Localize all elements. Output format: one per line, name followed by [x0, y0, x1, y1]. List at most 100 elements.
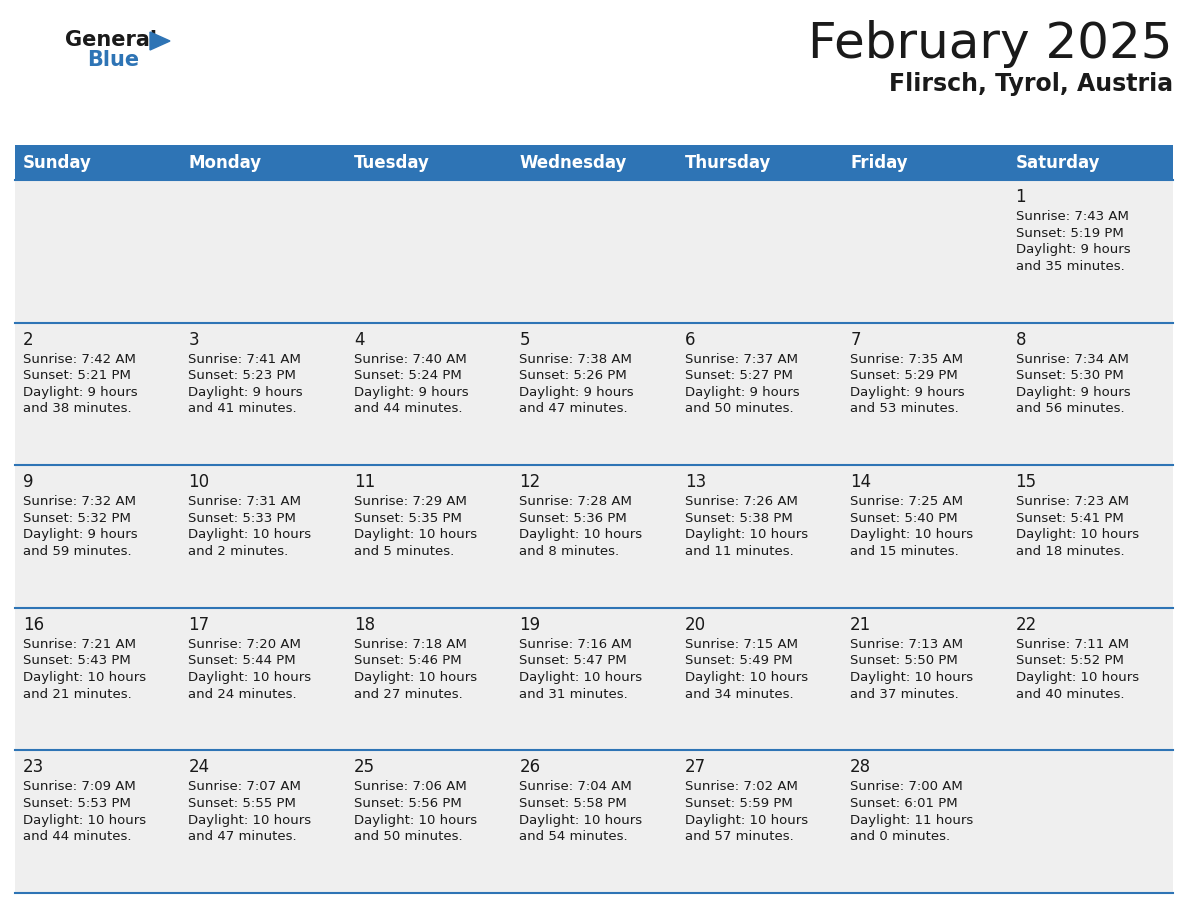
Text: February 2025: February 2025 — [809, 20, 1173, 68]
Bar — [346, 465, 511, 608]
Text: Sunrise: 7:35 AM: Sunrise: 7:35 AM — [851, 353, 963, 365]
Text: Daylight: 9 hours: Daylight: 9 hours — [354, 386, 468, 398]
Text: Sunrise: 7:41 AM: Sunrise: 7:41 AM — [189, 353, 302, 365]
Text: Daylight: 10 hours: Daylight: 10 hours — [519, 813, 643, 826]
Text: Daylight: 10 hours: Daylight: 10 hours — [23, 813, 146, 826]
Text: Daylight: 10 hours: Daylight: 10 hours — [354, 529, 478, 542]
Text: 9: 9 — [23, 473, 33, 491]
Text: Daylight: 10 hours: Daylight: 10 hours — [189, 529, 311, 542]
Text: Daylight: 10 hours: Daylight: 10 hours — [684, 671, 808, 684]
Bar — [181, 465, 346, 608]
Text: Sunset: 5:27 PM: Sunset: 5:27 PM — [684, 369, 792, 382]
Text: Sunset: 5:41 PM: Sunset: 5:41 PM — [1016, 512, 1124, 525]
Text: Daylight: 9 hours: Daylight: 9 hours — [684, 386, 800, 398]
Bar — [346, 145, 511, 180]
Text: Daylight: 9 hours: Daylight: 9 hours — [519, 386, 634, 398]
Text: Sunset: 5:47 PM: Sunset: 5:47 PM — [519, 655, 627, 667]
Text: and 40 minutes.: and 40 minutes. — [1016, 688, 1124, 700]
Bar — [181, 180, 346, 322]
Bar — [15, 465, 181, 608]
Text: Sunday: Sunday — [23, 153, 91, 172]
Bar — [511, 608, 677, 750]
Text: Sunset: 5:44 PM: Sunset: 5:44 PM — [189, 655, 296, 667]
Text: 2: 2 — [23, 330, 33, 349]
Bar — [15, 750, 181, 893]
Bar — [15, 322, 181, 465]
Text: Flirsch, Tyrol, Austria: Flirsch, Tyrol, Austria — [889, 72, 1173, 96]
Text: and 31 minutes.: and 31 minutes. — [519, 688, 628, 700]
Text: Sunrise: 7:00 AM: Sunrise: 7:00 AM — [851, 780, 963, 793]
Text: Daylight: 9 hours: Daylight: 9 hours — [1016, 243, 1130, 256]
Text: 23: 23 — [23, 758, 44, 777]
Bar — [15, 608, 181, 750]
Text: and 0 minutes.: and 0 minutes. — [851, 830, 950, 844]
Text: Sunrise: 7:29 AM: Sunrise: 7:29 AM — [354, 495, 467, 509]
Text: Daylight: 10 hours: Daylight: 10 hours — [851, 671, 973, 684]
Text: 20: 20 — [684, 616, 706, 633]
Bar — [346, 180, 511, 322]
Text: Sunrise: 7:15 AM: Sunrise: 7:15 AM — [684, 638, 797, 651]
Text: and 44 minutes.: and 44 minutes. — [354, 402, 462, 416]
Text: Sunset: 5:46 PM: Sunset: 5:46 PM — [354, 655, 461, 667]
Text: and 2 minutes.: and 2 minutes. — [189, 545, 289, 558]
Text: General: General — [65, 30, 157, 50]
Text: Sunrise: 7:09 AM: Sunrise: 7:09 AM — [23, 780, 135, 793]
Text: Sunset: 5:29 PM: Sunset: 5:29 PM — [851, 369, 958, 382]
Text: 28: 28 — [851, 758, 871, 777]
Bar — [346, 608, 511, 750]
Text: Sunrise: 7:11 AM: Sunrise: 7:11 AM — [1016, 638, 1129, 651]
Text: Sunset: 5:50 PM: Sunset: 5:50 PM — [851, 655, 958, 667]
Text: Daylight: 9 hours: Daylight: 9 hours — [23, 529, 138, 542]
Bar — [511, 145, 677, 180]
Text: Daylight: 10 hours: Daylight: 10 hours — [23, 671, 146, 684]
Text: Sunrise: 7:13 AM: Sunrise: 7:13 AM — [851, 638, 963, 651]
Text: Sunrise: 7:18 AM: Sunrise: 7:18 AM — [354, 638, 467, 651]
Bar — [181, 750, 346, 893]
Bar — [181, 608, 346, 750]
Text: Sunset: 5:32 PM: Sunset: 5:32 PM — [23, 512, 131, 525]
Text: Sunset: 5:33 PM: Sunset: 5:33 PM — [189, 512, 296, 525]
Text: and 50 minutes.: and 50 minutes. — [354, 830, 462, 844]
Text: Daylight: 9 hours: Daylight: 9 hours — [851, 386, 965, 398]
Bar — [677, 465, 842, 608]
Text: Sunset: 5:40 PM: Sunset: 5:40 PM — [851, 512, 958, 525]
Text: Sunrise: 7:32 AM: Sunrise: 7:32 AM — [23, 495, 135, 509]
Text: and 11 minutes.: and 11 minutes. — [684, 545, 794, 558]
Text: Sunset: 5:52 PM: Sunset: 5:52 PM — [1016, 655, 1124, 667]
Text: and 57 minutes.: and 57 minutes. — [684, 830, 794, 844]
Bar — [181, 145, 346, 180]
Text: Daylight: 10 hours: Daylight: 10 hours — [354, 671, 478, 684]
Text: and 15 minutes.: and 15 minutes. — [851, 545, 959, 558]
Text: 15: 15 — [1016, 473, 1037, 491]
Text: Sunset: 5:24 PM: Sunset: 5:24 PM — [354, 369, 462, 382]
Text: Sunset: 5:38 PM: Sunset: 5:38 PM — [684, 512, 792, 525]
Text: Sunrise: 7:06 AM: Sunrise: 7:06 AM — [354, 780, 467, 793]
Text: Sunset: 5:53 PM: Sunset: 5:53 PM — [23, 797, 131, 810]
Text: Sunset: 5:21 PM: Sunset: 5:21 PM — [23, 369, 131, 382]
Bar — [842, 465, 1007, 608]
Text: 14: 14 — [851, 473, 871, 491]
Bar — [511, 750, 677, 893]
Bar — [1007, 750, 1173, 893]
Text: Sunrise: 7:42 AM: Sunrise: 7:42 AM — [23, 353, 135, 365]
Text: 3: 3 — [189, 330, 200, 349]
Text: Daylight: 9 hours: Daylight: 9 hours — [189, 386, 303, 398]
Text: Wednesday: Wednesday — [519, 153, 626, 172]
Text: Blue: Blue — [87, 50, 139, 70]
Text: and 44 minutes.: and 44 minutes. — [23, 830, 132, 844]
Bar — [346, 322, 511, 465]
Text: 5: 5 — [519, 330, 530, 349]
Text: 8: 8 — [1016, 330, 1026, 349]
Text: and 38 minutes.: and 38 minutes. — [23, 402, 132, 416]
Text: Daylight: 9 hours: Daylight: 9 hours — [23, 386, 138, 398]
Text: and 56 minutes.: and 56 minutes. — [1016, 402, 1124, 416]
Text: 16: 16 — [23, 616, 44, 633]
Text: Thursday: Thursday — [684, 153, 771, 172]
Bar — [15, 145, 181, 180]
Text: 27: 27 — [684, 758, 706, 777]
Text: Sunrise: 7:21 AM: Sunrise: 7:21 AM — [23, 638, 135, 651]
Text: Sunrise: 7:38 AM: Sunrise: 7:38 AM — [519, 353, 632, 365]
Text: Sunrise: 7:31 AM: Sunrise: 7:31 AM — [189, 495, 302, 509]
Text: and 34 minutes.: and 34 minutes. — [684, 688, 794, 700]
Bar — [511, 465, 677, 608]
